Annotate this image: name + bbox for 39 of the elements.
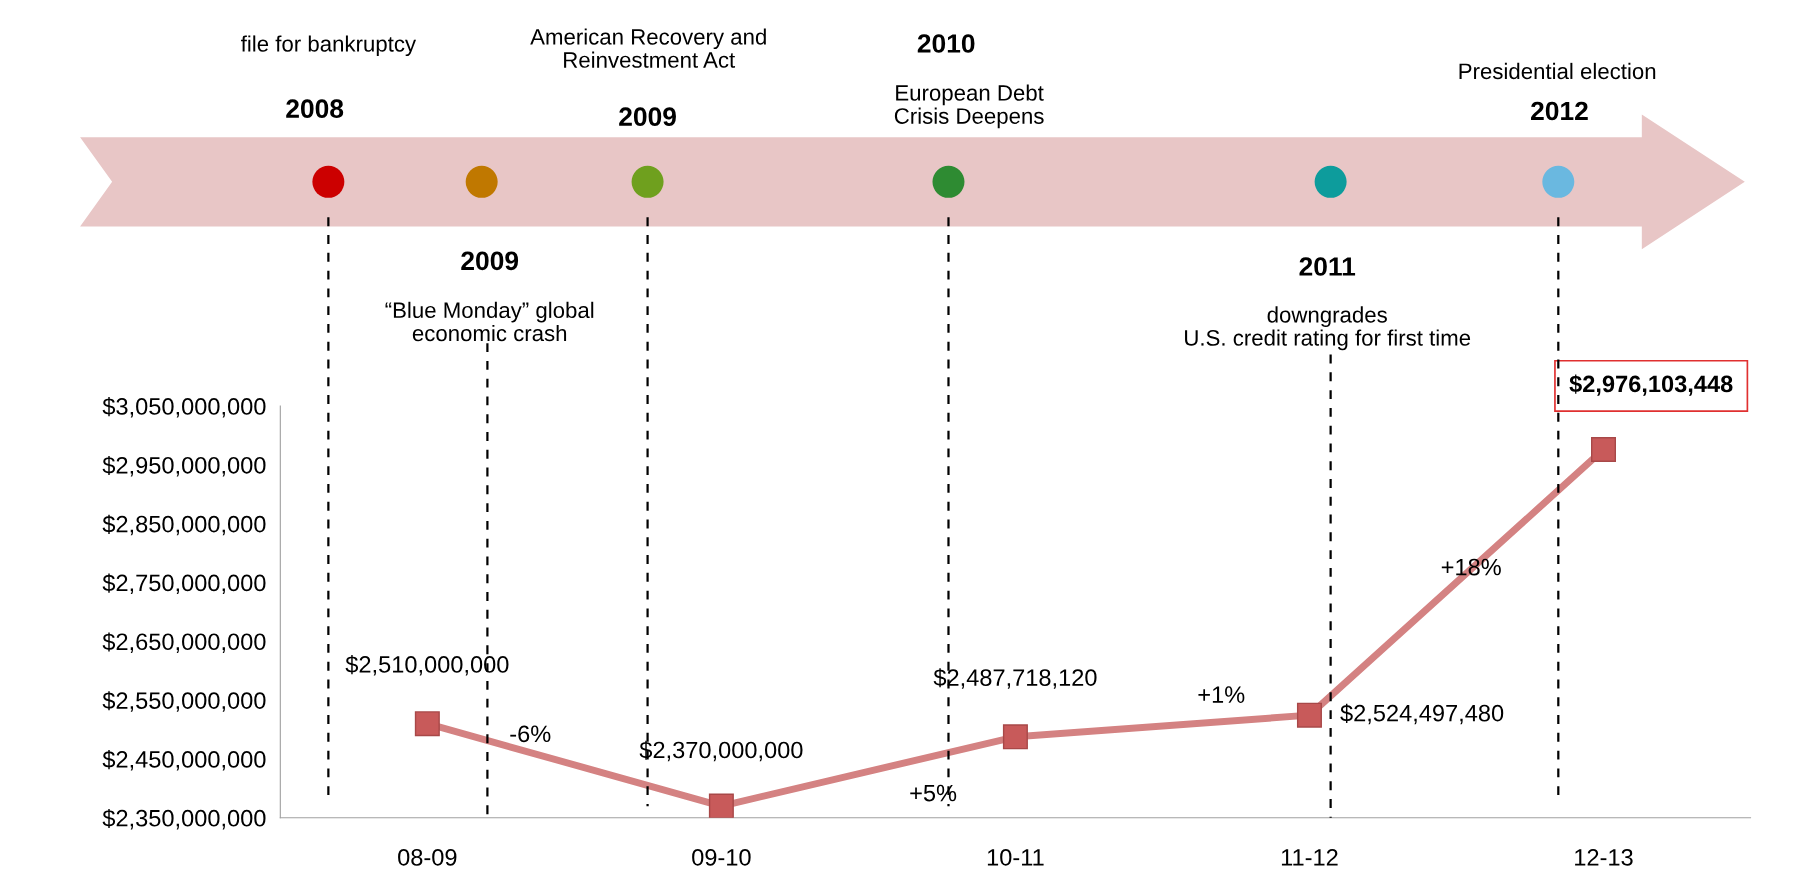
- text: 2008: [286, 99, 344, 119]
- point: [1002, 724, 1028, 750]
- y-tick-label: $2,550,000,000: [102, 691, 266, 712]
- y-tick-label: $2,950,000,000: [102, 455, 266, 477]
- annotation: +1%: [1198, 686, 1245, 703]
- point: [1590, 437, 1617, 463]
- text: “Blue Monday” global economic crash: [385, 301, 594, 342]
- text: downgrades U.S. credit rating for first time: [1185, 306, 1471, 351]
- text: 2009: [461, 251, 519, 271]
- annotation: +18%: [1441, 558, 1501, 576]
- y-tick-label: $3,050,000,000: [102, 397, 266, 418]
- y-tick-label: $2,750,000,000: [102, 573, 266, 595]
- y-tick-label: $2,650,000,000: [102, 632, 266, 653]
- annotation: -6%: [510, 725, 551, 743]
- text: file for bankruptcy: [240, 35, 417, 57]
- y-tick-label: $2,450,000,000: [102, 750, 266, 771]
- text: 2011: [1299, 257, 1356, 276]
- data-label: $2,510,000,000: [345, 655, 509, 676]
- text: European Debt Crisis Deepens: [894, 84, 1044, 129]
- text: American Recovery and Reinvestment Act: [530, 28, 766, 68]
- data-label: $2,487,718,120: [933, 668, 1097, 689]
- y-tick-label: $2,350,000,000: [102, 808, 266, 830]
- data-label: $2,524,497,480: [1340, 703, 1504, 725]
- text: 2012: [1531, 101, 1588, 121]
- annotation: +5%: [910, 784, 957, 802]
- text: Presidential election: [1459, 62, 1656, 80]
- point: [414, 711, 440, 737]
- x-tick-label: 09-10: [692, 848, 751, 866]
- x-tick-label: 08-09: [398, 848, 457, 866]
- text: 2010: [917, 34, 975, 53]
- x-tick-label: 11-12: [1281, 848, 1338, 866]
- x-tick-label: 12-13: [1575, 848, 1633, 866]
- point: [1296, 702, 1322, 728]
- data-label: $2,370,000,000: [639, 740, 803, 762]
- y-tick-label: $2,850,000,000: [102, 514, 266, 536]
- text: 2009: [619, 107, 676, 127]
- data-label: $2,976,103,448: [1569, 374, 1733, 396]
- point: [708, 793, 734, 818]
- x-tick-label: 10-11: [987, 848, 1044, 866]
